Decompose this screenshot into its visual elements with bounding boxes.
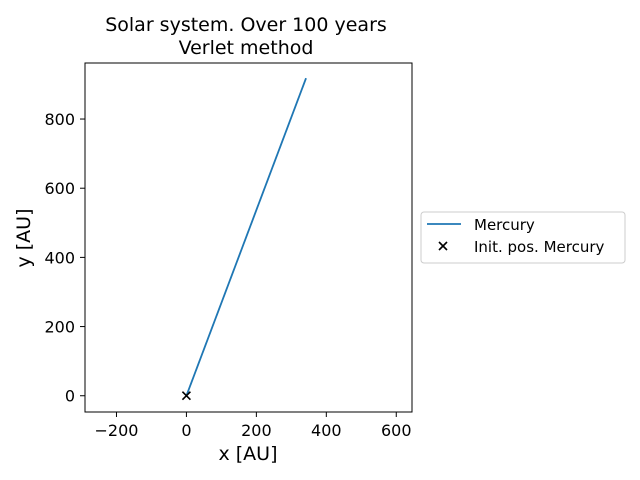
x-tick-label: 200	[241, 421, 272, 440]
plot-area	[84, 62, 413, 413]
series-mercury-line	[185, 77, 307, 397]
y-tick-label: 400	[44, 248, 75, 267]
y-axis-ticks: 0 200 400 600 800	[44, 110, 85, 406]
y-tick-label: 600	[44, 179, 75, 198]
x-tick-label: −200	[94, 421, 138, 440]
legend: Mercury Init. pos. Mercury	[420, 211, 626, 264]
legend-box	[420, 211, 626, 264]
x-tick-label: 600	[381, 421, 412, 440]
y-tick-label: 0	[65, 387, 75, 406]
y-tick-label: 200	[44, 318, 75, 337]
x-tick-label: 400	[311, 421, 342, 440]
marker-stroke-2	[181, 391, 191, 401]
x-tick-label: 0	[181, 421, 191, 440]
chart-title-line-1: Solar system. Over 100 years	[105, 14, 387, 36]
x-axis-label: x [AU]	[218, 443, 277, 465]
x-axis-ticks: −200 0 200 400 600	[94, 412, 412, 440]
legend-label-init-pos: Init. pos. Mercury	[474, 238, 604, 256]
plot-background	[85, 63, 412, 412]
y-tick-label: 800	[44, 110, 75, 129]
plot-frame	[84, 62, 413, 413]
legend-marker-init-pos	[438, 241, 448, 251]
legend-label-mercury: Mercury	[474, 216, 535, 234]
series-init-pos-mercury-marker	[181, 391, 191, 401]
chart-title-line-2: Verlet method	[179, 37, 314, 59]
y-axis-label: y [AU]	[13, 208, 35, 267]
